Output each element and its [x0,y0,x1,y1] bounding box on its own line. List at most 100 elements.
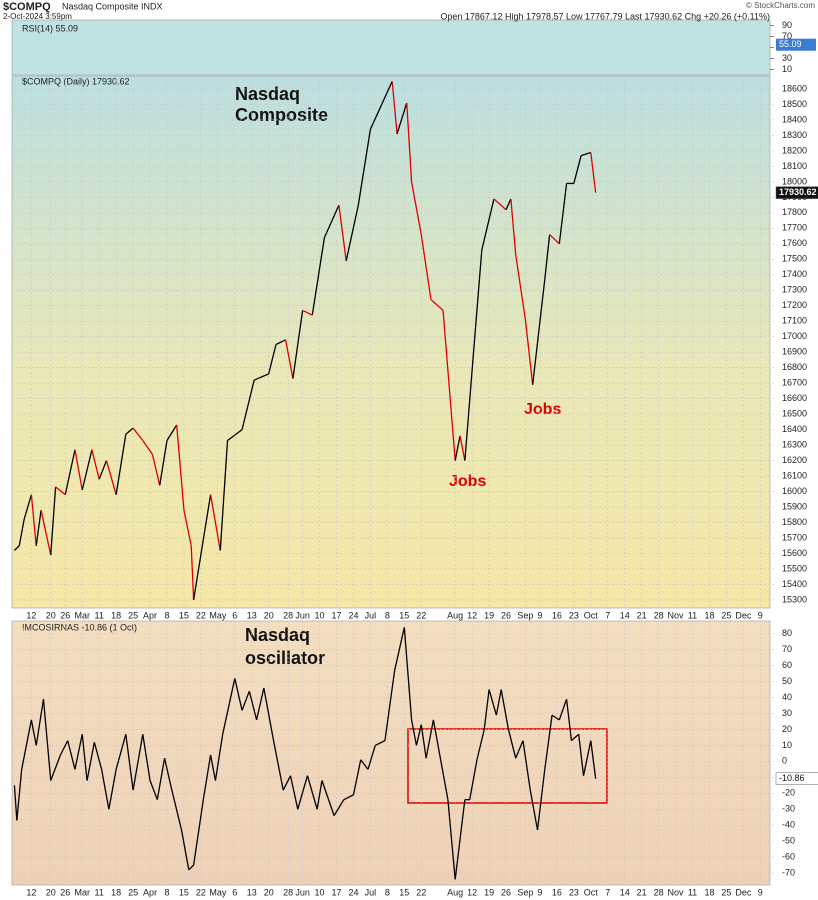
x-tick-label: 15 [399,887,409,897]
line-segment [573,155,582,184]
line-segment [105,460,117,495]
x-tick-label: 18 [704,610,714,620]
x-tick-label: 26 [60,887,70,897]
x-tick-label: Sep [517,610,533,620]
y-tick-label: 30 [782,53,792,63]
line-segment [285,339,294,379]
line-segment [384,670,396,741]
y-tick-label: 16400 [782,424,807,434]
x-tick-label: 24 [348,887,358,897]
rsi-legend: RSI(14) 55.09 [22,23,78,33]
y-tick-label: -40 [782,820,795,830]
line-segment [248,691,258,721]
x-tick-label: Apr [143,610,157,620]
line-segment [151,454,161,486]
annotation: Jobs [524,401,561,418]
x-tick-label: 9 [758,610,763,620]
y-tick-label: 40 [782,692,792,702]
x-tick-label: 18 [111,610,121,620]
last-value-label: -10.86 [779,773,805,783]
quote: Open 17867.12 High 17978.57 Low 17767.79… [440,11,770,21]
line-segment [549,234,560,245]
x-tick-label: 22 [416,887,426,897]
x-tick-label: 12 [26,610,36,620]
line-segment [219,440,229,551]
x-tick-label: 8 [385,610,390,620]
x-tick-label: Oct [584,610,599,620]
x-tick-label: Aug [447,610,463,620]
x-tick-label: 10 [315,610,325,620]
line-segment [558,183,568,244]
last-value-badge [775,186,818,199]
x-tick-label: 8 [385,887,390,897]
x-tick-label: 22 [196,887,206,897]
x-tick-label: 25 [721,610,731,620]
line-segment [183,510,192,546]
line-segment [253,373,269,381]
x-tick-label: 28 [283,887,293,897]
x-tick-label: 8 [164,887,169,897]
value-label: 55.09 [779,39,802,49]
line-segment [532,279,546,385]
y-tick-label: 30 [782,708,792,718]
line-segment [30,494,37,546]
line-segment [590,152,597,193]
line-segment [357,129,372,206]
line-segment [115,734,127,770]
y-tick-label: 20 [782,724,792,734]
line-segment [425,719,435,759]
y-tick-label: 70 [782,644,792,654]
y-tick-label: 16900 [782,347,807,357]
line-segment [524,319,534,385]
date: 2-Oct-2024 3:59pm [3,12,72,21]
annotation: Jobs [449,473,486,490]
x-tick-label: Sep [517,887,533,897]
line-segment [42,699,52,781]
line-segment [469,759,478,800]
x-tick-label: 15 [179,610,189,620]
x-tick-label: 9 [537,610,542,620]
line-segment [13,545,20,551]
line-segment [297,775,309,810]
x-tick-label: Mar [74,610,90,620]
y-tick-label: 16800 [782,362,807,372]
value-badge [776,38,816,51]
line-segment [488,689,497,716]
line-segment [50,754,62,781]
x-tick-label: Apr [143,887,157,897]
x-tick-label: Jun [295,610,310,620]
line-segment [35,699,45,746]
line-segment [86,742,95,781]
x-tick-label: 23 [569,610,579,620]
line-segment [565,699,573,741]
line-segment [420,234,432,300]
line-segment [255,687,265,721]
x-tick-label: Dec [735,887,752,897]
line-segment [268,344,277,375]
y-tick-label: 50 [782,676,792,686]
line-segment [163,758,173,791]
line-segment [202,754,212,800]
x-tick-label: 6 [232,610,237,620]
y-tick-label: 15400 [782,579,807,589]
line-segment [374,740,386,747]
y-tick-label: 18300 [782,130,807,140]
highlight-box [407,728,608,804]
line-segment [40,510,52,556]
line-segment [272,740,284,791]
y-tick-label: 17100 [782,316,807,326]
x-tick-label: 7 [605,610,610,620]
annotation: Nasdaq [245,625,310,645]
line-segment [493,198,507,211]
line-segment [202,494,212,540]
x-tick-label: 28 [283,610,293,620]
x-tick-label: 8 [164,610,169,620]
line-segment [222,678,236,735]
y-tick-label: 18200 [782,145,807,155]
line-segment [91,449,100,480]
line-segment [234,678,243,711]
line-segment [333,799,345,816]
line-segment [171,789,183,831]
x-tick-label: 12 [26,887,36,897]
line-segment [345,204,359,262]
